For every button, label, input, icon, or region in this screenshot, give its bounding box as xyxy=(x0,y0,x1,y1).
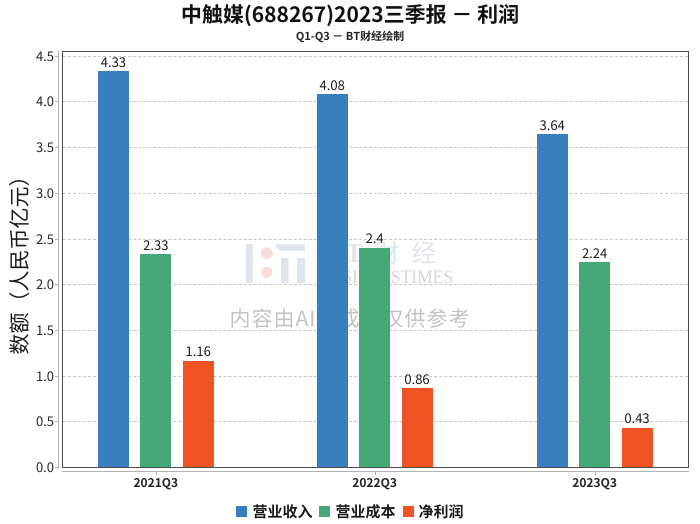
bar-value-label: 4.33 xyxy=(100,51,127,71)
y-tick-label: 2.0 xyxy=(35,274,54,294)
chart-title: 中触媒(688267)2023三季报 － 利润 xyxy=(180,0,520,29)
y-axis-tick xyxy=(55,421,58,423)
x-axis-tick xyxy=(155,471,157,475)
bar-净利润-2023Q3 xyxy=(621,427,653,467)
y-axis-tick xyxy=(55,147,58,149)
bar-value-label: 0.86 xyxy=(404,368,430,388)
legend-swatch xyxy=(236,506,248,517)
legend-label: 净利润 xyxy=(418,501,464,522)
legend-item: 营业成本 xyxy=(319,501,396,522)
y-tick-label: 1.5 xyxy=(35,319,54,339)
y-axis-line xyxy=(58,51,59,468)
legend-item: 营业收入 xyxy=(236,503,312,520)
plot-area: 4.33 4.08 3.64 2.33 2.4 2.24 1.16 0.86 0.43 xyxy=(62,51,689,468)
y-axis-tick xyxy=(55,329,58,331)
bar-营业成本-2023Q3 xyxy=(579,262,611,467)
plot-inner: 4.33 4.08 3.64 2.33 2.4 2.24 1.16 0.86 0.43 xyxy=(63,52,688,467)
bar-营业收入-2023Q3 xyxy=(536,134,568,467)
y-axis-tick xyxy=(55,238,58,240)
gridline xyxy=(63,147,688,149)
legend-swatch xyxy=(319,506,331,517)
gridline xyxy=(63,238,688,240)
bar-营业收入-2022Q3 xyxy=(316,94,348,467)
bar-营业成本-2021Q3 xyxy=(140,254,172,467)
y-tick-label: 3.0 xyxy=(35,182,54,202)
bar-value-label: 4.08 xyxy=(319,74,345,94)
bar-value-label: 2.24 xyxy=(581,242,608,262)
x-tick-label: 2021Q3 xyxy=(133,474,179,491)
gridline xyxy=(63,192,688,194)
bar-营业收入-2021Q3 xyxy=(97,71,129,467)
x-tick-label: 2022Q3 xyxy=(352,474,397,491)
x-tick-label: 2023Q3 xyxy=(572,474,617,491)
y-axis-tick xyxy=(55,101,58,103)
legend-label: 营业收入 xyxy=(252,501,313,522)
y-axis-tick xyxy=(55,467,58,468)
bar-value-label: 0.43 xyxy=(624,408,650,428)
bar-营业成本-2022Q3 xyxy=(359,247,391,467)
y-tick-label: 4.0 xyxy=(35,91,54,111)
gridline xyxy=(63,101,688,103)
gridline xyxy=(63,55,688,57)
bar-value-label: 3.64 xyxy=(539,114,565,134)
bar-value-label: 2.4 xyxy=(365,228,384,248)
y-tick-label: 3.5 xyxy=(35,137,54,157)
legend-item: 净利润 xyxy=(402,501,464,522)
y-tick-label: 1.0 xyxy=(35,365,54,385)
bar-净利润-2022Q3 xyxy=(401,388,433,467)
bar-value-label: 2.33 xyxy=(143,234,169,254)
legend-label: 营业成本 xyxy=(335,501,396,522)
y-axis-tick xyxy=(55,192,58,194)
y-axis-tick xyxy=(55,55,58,57)
legend-swatch xyxy=(402,506,414,517)
y-tick-label: 0.0 xyxy=(35,457,54,476)
y-tick-label: 4.5 xyxy=(35,45,54,65)
y-tick-label: 0.5 xyxy=(35,411,54,431)
y-axis-tick xyxy=(55,284,58,286)
x-axis-tick xyxy=(374,471,376,475)
y-tick-label: 2.5 xyxy=(35,228,54,248)
y-axis-tick xyxy=(55,375,58,377)
bar-value-label: 1.16 xyxy=(185,341,211,361)
bar-净利润-2021Q3 xyxy=(182,360,214,467)
chart-subtitle: Q1-Q3 － BT财经绘制 xyxy=(295,28,405,44)
legend: 营业收入 营业成本 净利润 xyxy=(0,503,700,520)
x-axis-tick xyxy=(594,471,596,475)
